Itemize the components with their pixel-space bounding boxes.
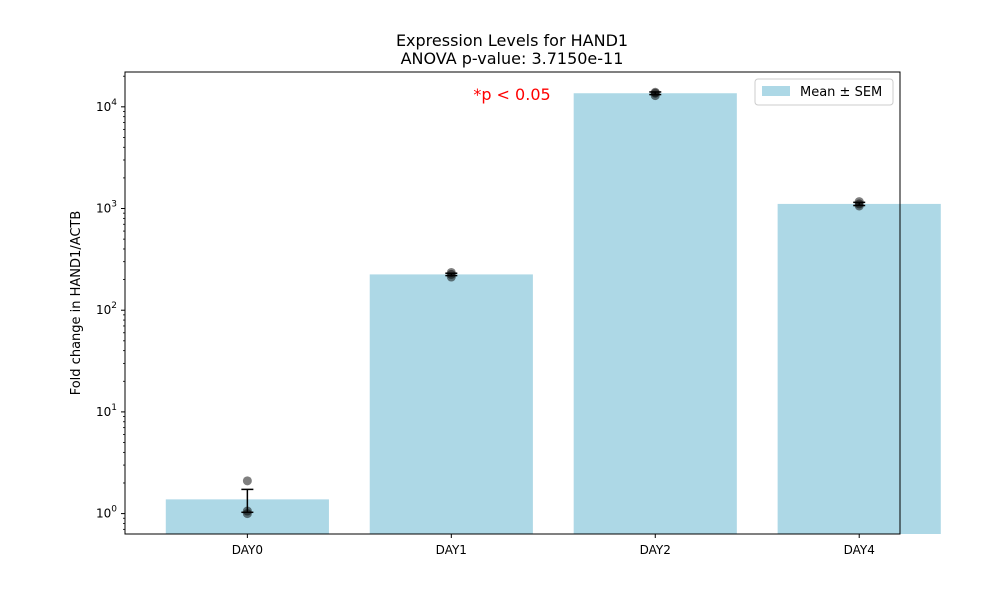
legend: Mean ± SEM: [754, 78, 894, 106]
y-tick-exponent: 3: [111, 200, 117, 210]
y-tick-label: 100: [96, 505, 117, 521]
y-tick-exponent: 0: [111, 505, 117, 515]
chart-title: Expression Levels for HAND1: [396, 31, 628, 50]
chart-subtitle: ANOVA p-value: 3.7150e-11: [401, 49, 624, 68]
bar-day2: [573, 93, 737, 534]
y-tick-label: 101: [96, 403, 117, 419]
replicate-point: [854, 197, 864, 207]
x-tick-label-day1: DAY1: [436, 543, 467, 557]
y-tick-label: 103: [96, 200, 117, 216]
legend-swatch: [762, 86, 790, 96]
x-tick-label-day2: DAY2: [640, 543, 671, 557]
replicate-point: [650, 87, 660, 97]
y-tick-base: 10: [96, 507, 111, 521]
y-tick-base: 10: [96, 202, 111, 216]
y-tick-base: 10: [96, 303, 111, 317]
significance-annotation: *p < 0.05: [473, 85, 550, 104]
y-axis-label: Fold change in HAND1/ACTB: [69, 211, 84, 396]
replicate-point: [242, 506, 252, 516]
y-tick-base: 10: [96, 405, 111, 419]
y-tick-exponent: 1: [111, 403, 117, 413]
x-tick-label-day0: DAY0: [232, 543, 263, 557]
y-tick-exponent: 4: [111, 98, 117, 108]
replicate-point: [446, 267, 456, 277]
replicate-point: [242, 476, 252, 486]
y-tick-label: 104: [96, 98, 117, 114]
y-tick-label: 102: [96, 301, 117, 317]
bar-day4: [777, 203, 941, 534]
legend-label: Mean ± SEM: [800, 85, 882, 100]
bar-day1: [369, 274, 533, 534]
axes-frame: [124, 71, 901, 535]
y-tick-exponent: 2: [111, 301, 117, 311]
legend-box: [754, 78, 894, 106]
y-tick-base: 10: [96, 100, 111, 114]
x-tick-label-day4: DAY4: [844, 543, 875, 557]
